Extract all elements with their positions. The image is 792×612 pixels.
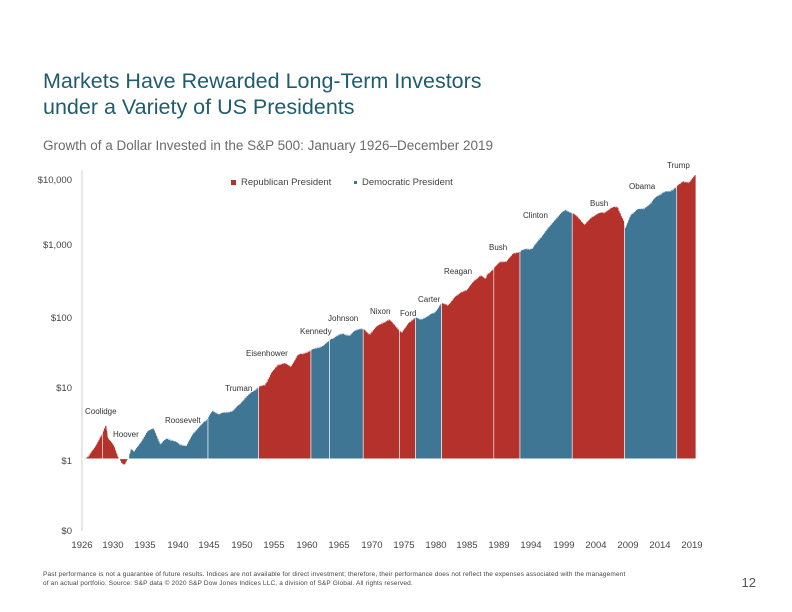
president-label-nixon: Nixon (370, 307, 390, 316)
president-label-coolidge: Coolidge (85, 407, 117, 416)
area-eisenhower-4 (258, 347, 312, 460)
president-label-obama: Obama (629, 182, 656, 191)
area-obama-14 (624, 184, 678, 460)
president-label-bush: Bush (590, 199, 608, 208)
x-tick-label: 1985 (456, 540, 477, 551)
president-label-bush: Bush (489, 243, 507, 252)
x-tick-label: 1935 (134, 540, 155, 551)
x-tick-label: 1940 (167, 540, 188, 551)
y-tick-label: $10,000 (38, 175, 72, 186)
area-reagan-10 (441, 266, 495, 460)
x-tick-label: 1930 (102, 540, 123, 551)
y-tick-label: $100 (51, 313, 72, 324)
x-tick-label: 2014 (649, 540, 670, 551)
president-label-eisenhower: Eisenhower (246, 349, 288, 358)
area-clinton-12 (519, 207, 573, 460)
y-tick-label: $0 (61, 526, 72, 537)
y-tick-label: $1,000 (43, 240, 72, 251)
president-label-trump: Trump (667, 161, 690, 170)
x-tick-label: 1980 (425, 540, 446, 551)
area-truman-3 (207, 384, 259, 460)
president-label-johnson: Johnson (328, 314, 358, 323)
area-kennedy-5 (310, 339, 330, 460)
y-tick-label: $1 (61, 456, 72, 467)
x-tick-label: 1926 (71, 540, 92, 551)
x-tick-label: 1950 (231, 540, 252, 551)
x-tick-label: 2019 (681, 540, 702, 551)
x-tick-label: 1975 (393, 540, 414, 551)
x-tick-label: 2009 (617, 540, 638, 551)
title-line-2: under a Variety of US Presidents (43, 95, 355, 119)
legend-republican-label: Republican President (241, 177, 332, 188)
president-label-ford: Ford (400, 309, 416, 318)
x-tick-label: 2004 (585, 540, 606, 551)
x-tick-label: 1965 (328, 540, 349, 551)
president-label-carter: Carter (418, 295, 441, 304)
x-tick-label: 1999 (553, 540, 574, 551)
president-label-truman: Truman (225, 384, 252, 393)
disclaimer-line-1: Past performance is not a guarantee of f… (43, 571, 626, 578)
x-tick-label: 1994 (520, 540, 541, 551)
footer-disclaimer: Past performance is not a guarantee of f… (43, 570, 733, 588)
x-tick-label: 1955 (263, 540, 284, 551)
area-johnson-6 (329, 325, 364, 460)
president-label-clinton: Clinton (523, 211, 548, 220)
president-label-reagan: Reagan (444, 267, 472, 276)
x-tick-label: 1989 (488, 540, 509, 551)
area-bush-11 (493, 249, 521, 460)
chart-subtitle: Growth of a Dollar Invested in the S&P 5… (43, 138, 494, 153)
sp500-growth-chart: $10,000 $1,000 $100 $10 $1 $0 1926 1930 1935 1940… (38, 161, 703, 551)
legend-democratic: Democratic President (354, 177, 453, 188)
legend-democratic-label: Democratic President (362, 177, 453, 188)
area-coolidge-0 (81, 430, 104, 461)
area-nixon-7 (362, 316, 400, 460)
x-tick-label: 1970 (361, 540, 382, 551)
page-number: 12 (741, 575, 756, 590)
y-tick-label: $10 (56, 383, 72, 394)
title-line-1: Markets Have Rewarded Long-Term Investor… (43, 69, 482, 93)
president-label-hoover: Hoover (113, 430, 139, 439)
page-title: Markets Have Rewarded Long-Term Investor… (43, 68, 663, 120)
legend-republican-swatch (231, 179, 236, 185)
area-carter-9 (415, 300, 442, 460)
area-roosevelt-2 (128, 415, 209, 460)
area-trump-15 (676, 172, 697, 460)
area-hoover-1 (102, 422, 130, 467)
disclaimer-line-2: of an actual portfolio. Source: S&P data… (43, 580, 413, 587)
x-tick-label: 1945 (198, 540, 219, 551)
president-label-kennedy: Kennedy (300, 327, 332, 336)
president-label-roosevelt: Roosevelt (165, 416, 201, 425)
legend-republican: Republican President (231, 177, 331, 188)
x-tick-label: 1960 (296, 540, 317, 551)
area-ford-8 (399, 316, 416, 460)
area-bush-13 (571, 204, 625, 460)
legend-democratic-swatch (354, 180, 357, 184)
